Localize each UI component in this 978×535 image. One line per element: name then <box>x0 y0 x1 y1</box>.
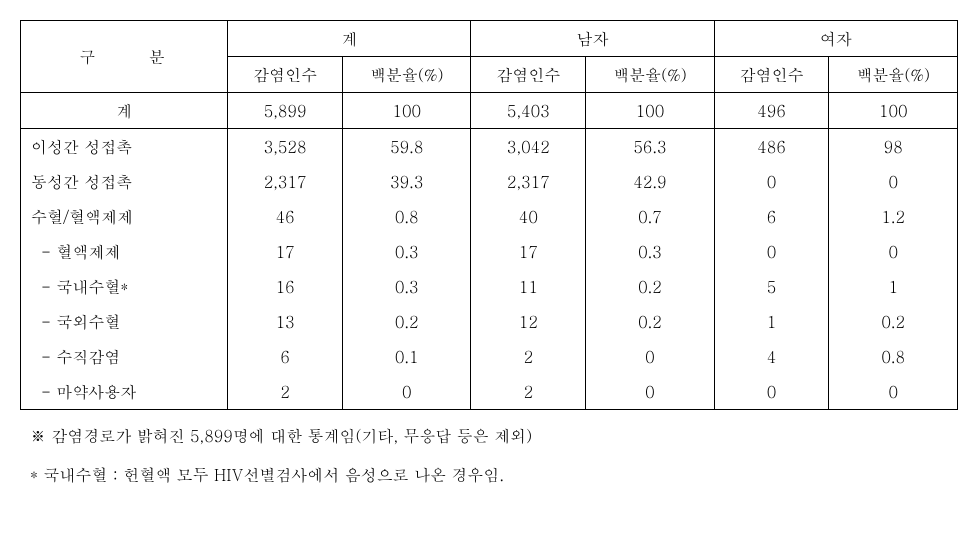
cell-total_count: 6 <box>228 339 343 374</box>
footnote-2: * 국내수혈 : 헌혈액 모두 HIV선별검사에서 음성으로 나온 경우임. <box>20 463 958 486</box>
row-label: 수혈/혈액제제 <box>21 199 228 234</box>
header-category: 구 분 <box>21 21 228 93</box>
cell-female_count: 0 <box>714 164 829 199</box>
cell-total_pct: 0.1 <box>342 339 471 374</box>
cell-male_pct: 42.9 <box>586 164 715 199</box>
cell-male_count: 17 <box>471 234 586 269</box>
cell-total_pct: 0.3 <box>342 234 471 269</box>
cell-female_count: 0 <box>714 374 829 410</box>
cell-female_count: 486 <box>714 129 829 165</box>
cell-male_pct: 56.3 <box>586 129 715 165</box>
table-row: - 국외수혈130.2120.210.2 <box>21 304 958 339</box>
row-label: - 국외수혈 <box>21 304 228 339</box>
total-row-total-pct: 100 <box>342 93 471 129</box>
cell-total_count: 46 <box>228 199 343 234</box>
cell-female_pct: 0.8 <box>829 339 958 374</box>
cell-female_pct: 0 <box>829 234 958 269</box>
cell-male_count: 3,042 <box>471 129 586 165</box>
total-row-label: 계 <box>21 93 228 129</box>
cell-total_pct: 0.8 <box>342 199 471 234</box>
total-row-total-count: 5,899 <box>228 93 343 129</box>
table-row: - 수직감염60.12040.8 <box>21 339 958 374</box>
table-total-row: 계 5,899 100 5,403 100 496 100 <box>21 93 958 129</box>
cell-female_pct: 0 <box>829 164 958 199</box>
total-row-male-count: 5,403 <box>471 93 586 129</box>
cell-female_count: 0 <box>714 234 829 269</box>
cell-male_count: 2,317 <box>471 164 586 199</box>
cell-male_count: 40 <box>471 199 586 234</box>
cell-male_pct: 0 <box>586 374 715 410</box>
row-label: 이성간 성접촉 <box>21 129 228 165</box>
cell-male_pct: 0.2 <box>586 304 715 339</box>
cell-female_count: 4 <box>714 339 829 374</box>
header-female-group: 여자 <box>714 21 957 57</box>
cell-male_pct: 0.2 <box>586 269 715 304</box>
row-label: - 수직감염 <box>21 339 228 374</box>
total-row-female-pct: 100 <box>829 93 958 129</box>
cell-male_count: 2 <box>471 374 586 410</box>
cell-female_pct: 98 <box>829 129 958 165</box>
cell-total_count: 3,528 <box>228 129 343 165</box>
header-female-count: 감염인수 <box>714 57 829 93</box>
header-male-group: 남자 <box>471 21 714 57</box>
cell-female_count: 6 <box>714 199 829 234</box>
cell-total_pct: 0.2 <box>342 304 471 339</box>
cell-total_count: 17 <box>228 234 343 269</box>
cell-female_pct: 1.2 <box>829 199 958 234</box>
cell-female_count: 5 <box>714 269 829 304</box>
cell-male_count: 12 <box>471 304 586 339</box>
cell-female_pct: 0 <box>829 374 958 410</box>
header-total-percent: 백분율(%) <box>342 57 471 93</box>
cell-total_pct: 0 <box>342 374 471 410</box>
table-row: 이성간 성접촉3,52859.83,04256.348698 <box>21 129 958 165</box>
header-male-count: 감염인수 <box>471 57 586 93</box>
cell-female_pct: 1 <box>829 269 958 304</box>
cell-male_count: 11 <box>471 269 586 304</box>
cell-male_pct: 0.3 <box>586 234 715 269</box>
cell-female_count: 1 <box>714 304 829 339</box>
cell-total_count: 13 <box>228 304 343 339</box>
cell-male_pct: 0.7 <box>586 199 715 234</box>
table-row: 수혈/혈액제제460.8400.761.2 <box>21 199 958 234</box>
table-row: 동성간 성접촉2,31739.32,31742.900 <box>21 164 958 199</box>
total-row-male-pct: 100 <box>586 93 715 129</box>
row-label: 동성간 성접촉 <box>21 164 228 199</box>
row-label: - 국내수혈* <box>21 269 228 304</box>
header-male-percent: 백분율(%) <box>586 57 715 93</box>
footnote-1: ※ 감염경로가 밝혀진 5,899명에 대한 통계임(기타, 무응답 등은 제외… <box>20 424 958 447</box>
cell-total_pct: 0.3 <box>342 269 471 304</box>
total-row-female-count: 496 <box>714 93 829 129</box>
cell-total_pct: 59.8 <box>342 129 471 165</box>
row-label: - 마약사용자 <box>21 374 228 410</box>
cell-male_pct: 0 <box>586 339 715 374</box>
cell-total_count: 16 <box>228 269 343 304</box>
table-body: 계 5,899 100 5,403 100 496 100 이성간 성접촉3,5… <box>21 93 958 410</box>
infection-route-table: 구 분 계 남자 여자 감염인수 백분율(%) 감염인수 백분율(%) 감염인수… <box>20 20 958 410</box>
table-row: - 국내수혈*160.3110.251 <box>21 269 958 304</box>
cell-total_count: 2 <box>228 374 343 410</box>
table-row: - 마약사용자202000 <box>21 374 958 410</box>
cell-male_count: 2 <box>471 339 586 374</box>
cell-total_pct: 39.3 <box>342 164 471 199</box>
cell-total_count: 2,317 <box>228 164 343 199</box>
header-total-count: 감염인수 <box>228 57 343 93</box>
cell-female_pct: 0.2 <box>829 304 958 339</box>
header-female-percent: 백분율(%) <box>829 57 958 93</box>
header-total-group: 계 <box>228 21 471 57</box>
table-row: - 혈액제제170.3170.300 <box>21 234 958 269</box>
row-label: - 혈액제제 <box>21 234 228 269</box>
